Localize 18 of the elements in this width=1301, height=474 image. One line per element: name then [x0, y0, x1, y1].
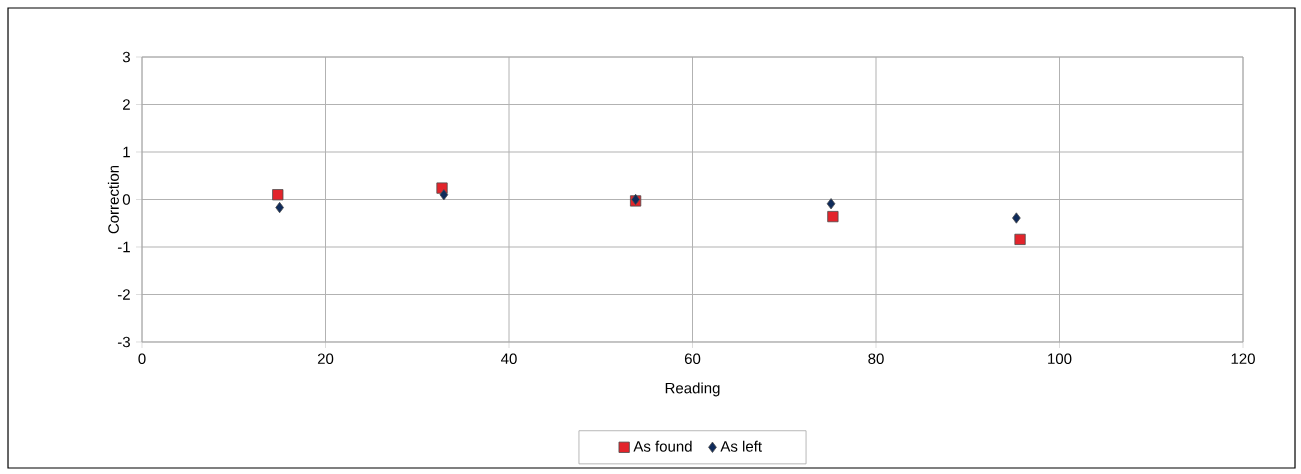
y-tick-label: 1: [123, 146, 130, 158]
y-tick-label: -3: [117, 336, 130, 348]
x-tick-label: 120: [1231, 353, 1255, 365]
x-tick-label: 0: [138, 353, 146, 365]
y-tick-label: 0: [122, 194, 131, 205]
legend-label: As found: [633, 440, 692, 452]
y-tick-label: 3: [122, 51, 130, 63]
legend-label: As left: [720, 440, 762, 452]
x-tick-label: 40: [501, 353, 517, 365]
y-axis-title: Correction: [107, 165, 119, 234]
x-axis-title: Reading: [665, 382, 720, 397]
x-tick-label: 100: [1048, 353, 1072, 365]
y-tick-label: 2: [123, 99, 130, 110]
y-tick-label: -1: [117, 241, 130, 253]
x-tick-label: 60: [684, 353, 701, 365]
y-tick-label: -2: [117, 289, 130, 300]
x-tick-label: 20: [317, 353, 334, 365]
x-tick-label: 80: [868, 353, 884, 365]
